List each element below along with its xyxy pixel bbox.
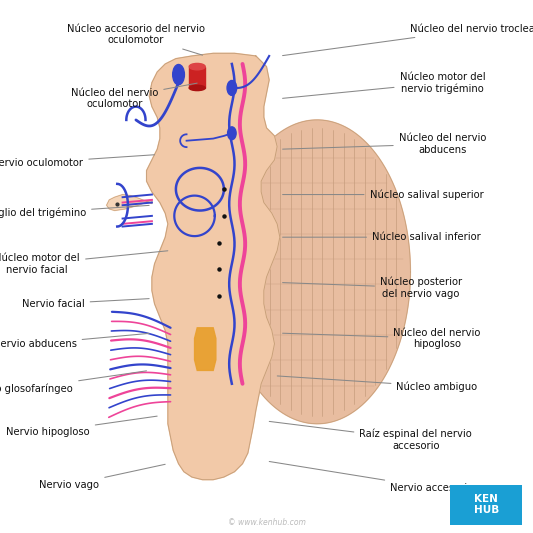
Text: Raíz espinal del nervio
accesorio: Raíz espinal del nervio accesorio	[269, 422, 472, 451]
Text: Núcleo salival superior: Núcleo salival superior	[282, 189, 483, 200]
Text: Núcleo motor del
nervio trigémino: Núcleo motor del nervio trigémino	[282, 71, 485, 98]
Ellipse shape	[189, 85, 205, 91]
Text: Núcleo motor del
nervio facial: Núcleo motor del nervio facial	[0, 251, 168, 274]
Ellipse shape	[189, 63, 205, 70]
Text: KEN
HUB: KEN HUB	[474, 494, 499, 515]
Polygon shape	[147, 53, 280, 480]
Polygon shape	[107, 195, 152, 211]
Text: Nervio accesorio: Nervio accesorio	[269, 462, 473, 492]
Text: Nervio vago: Nervio vago	[39, 464, 165, 490]
Polygon shape	[189, 67, 205, 88]
Ellipse shape	[227, 80, 237, 95]
Text: Ganglio del trigémino: Ganglio del trigémino	[0, 205, 149, 219]
Text: Nervio oculomotor: Nervio oculomotor	[0, 155, 155, 167]
Text: © www.kenhub.com: © www.kenhub.com	[228, 518, 305, 527]
Text: Núcleo del nervio
abducens: Núcleo del nervio abducens	[282, 133, 486, 155]
Polygon shape	[195, 328, 216, 370]
Text: Nervio glosofaríngeo: Nervio glosofaríngeo	[0, 371, 147, 394]
Ellipse shape	[173, 64, 184, 85]
Text: Nervio abducens: Nervio abducens	[0, 333, 149, 349]
Text: Núcleo ambiguo: Núcleo ambiguo	[277, 376, 478, 392]
Text: Nervio facial: Nervio facial	[22, 298, 149, 309]
Text: Nervio hipogloso: Nervio hipogloso	[6, 416, 157, 437]
Text: Núcleo del nervio troclear: Núcleo del nervio troclear	[282, 25, 533, 55]
Text: Núcleo salival inferior: Núcleo salival inferior	[282, 232, 481, 242]
Text: Núcleo del nervio
hipogloso: Núcleo del nervio hipogloso	[282, 328, 481, 349]
Ellipse shape	[228, 127, 236, 140]
Polygon shape	[224, 120, 410, 424]
FancyBboxPatch shape	[450, 485, 522, 525]
Text: Núcleo del nervio
oculomotor: Núcleo del nervio oculomotor	[71, 83, 197, 109]
Text: Núcleo posterior
del nervio vago: Núcleo posterior del nervio vago	[282, 277, 462, 299]
Text: Núcleo accesorio del nervio
oculomotor: Núcleo accesorio del nervio oculomotor	[67, 24, 205, 55]
